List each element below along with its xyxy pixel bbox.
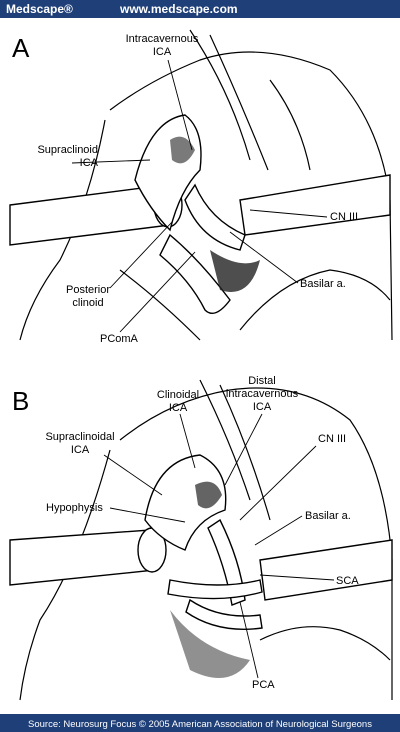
structure-label: Intracavernous: [126, 33, 199, 45]
leader-line: [167, 59, 193, 151]
illustration-b: [9, 379, 393, 701]
structure-label: ICA: [169, 402, 188, 414]
leader-line: [71, 159, 151, 164]
illustration-a: [9, 29, 393, 341]
structure-label: ICA: [153, 46, 172, 58]
leader-line: [229, 231, 299, 284]
leader-line: [254, 515, 303, 546]
structure-label: Supraclinoid: [37, 144, 98, 156]
source: Source: Neurosurg Focus © 2005 American …: [28, 719, 372, 730]
leader-line: [239, 601, 259, 679]
structure-label: ICA: [71, 444, 90, 456]
structure-label: CN III: [330, 211, 358, 223]
panel-letter: B: [12, 386, 29, 416]
structure-label: ICA: [253, 401, 272, 413]
structure-label: Supraclinoidal: [45, 431, 114, 443]
header-bar: [0, 0, 400, 18]
structure-label: Hypophysis: [46, 502, 103, 514]
site-url: www.medscape.com: [119, 2, 238, 16]
leader-line: [109, 507, 186, 523]
panel-letter: A: [12, 33, 30, 63]
structure-label: CN III: [318, 433, 346, 445]
structure-label: clinoid: [72, 297, 103, 309]
leader-line: [179, 413, 196, 469]
structure-label: Clinoidal: [157, 389, 199, 401]
leader-line: [109, 221, 173, 289]
structure-label: Distal: [248, 375, 276, 387]
leader-line: [249, 209, 328, 218]
leader-line: [224, 413, 263, 486]
leader-line: [103, 454, 163, 496]
logo: Medscape®: [6, 2, 73, 16]
structure-label: Posterior: [66, 284, 110, 296]
leader-line: [119, 251, 196, 333]
footer-bar: [0, 714, 400, 732]
structure-label: PCA: [252, 679, 275, 691]
leader-line: [259, 574, 335, 581]
structure-label: ICA: [80, 157, 99, 169]
leader-line: [239, 445, 317, 521]
structure-label: PComA: [100, 333, 139, 345]
structure-label: Basilar a.: [305, 510, 351, 522]
structure-label: Basilar a.: [300, 278, 346, 290]
structure-label: intracavernous: [226, 388, 299, 400]
structure-label: SCA: [336, 575, 359, 587]
